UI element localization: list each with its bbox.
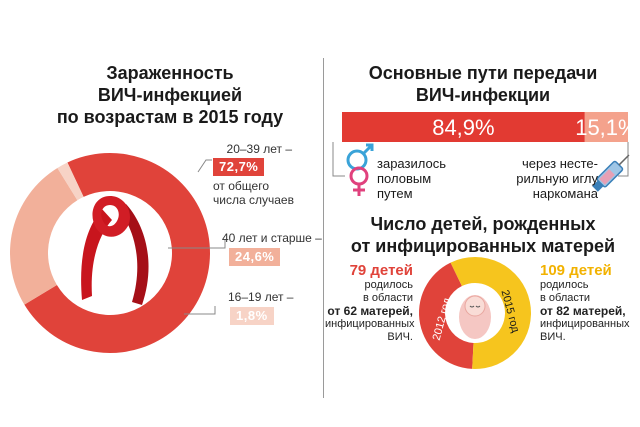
donut-slice-40-plus bbox=[10, 167, 78, 305]
info-line: родилось bbox=[364, 279, 413, 291]
value-badge: 72,7% bbox=[213, 158, 265, 176]
info-line: в области bbox=[362, 292, 413, 304]
transmission-title-line: Основные пути передачи bbox=[368, 63, 598, 83]
baby-icon bbox=[459, 295, 491, 339]
children-2012-info: 79 детей родилось в области от 62 матере… bbox=[325, 262, 415, 344]
donut-slice-16-19 bbox=[57, 162, 84, 201]
age-note-20-39: от общего числа случаев bbox=[213, 179, 294, 207]
desc-line: путем bbox=[377, 186, 413, 201]
age-donut bbox=[10, 153, 210, 353]
donut-slice-2015 bbox=[450, 257, 532, 370]
children-2015-count: 109 детей bbox=[540, 262, 612, 279]
children-2012-mothers: от 62 матерей, bbox=[327, 304, 413, 318]
children-donut bbox=[419, 257, 532, 370]
bracket-sexual bbox=[332, 142, 345, 177]
age-value-16-19: 1,8% bbox=[230, 307, 274, 325]
transmission-title: Основные пути передачи ВИЧ-инфекции bbox=[338, 62, 628, 106]
desc-line: половым bbox=[377, 171, 432, 186]
children-title: Число детей, рожденных от инфицированных… bbox=[338, 213, 628, 257]
info-line: ВИЧ. bbox=[387, 331, 413, 343]
info-line: инфицированных bbox=[325, 318, 415, 330]
value-badge: 24,6% bbox=[229, 248, 281, 266]
desc-line: наркомана bbox=[532, 186, 598, 201]
bar-sexual bbox=[342, 112, 585, 142]
children-2015-info: 109 детей родилось в области от 82 матер… bbox=[540, 262, 635, 344]
gender-symbols-icon bbox=[346, 143, 374, 196]
donut-slice-2012 bbox=[419, 262, 474, 369]
red-ribbon-icon bbox=[81, 196, 149, 305]
bracket-needle bbox=[618, 142, 629, 177]
note-line: числа случаев bbox=[213, 193, 294, 207]
leader-line-40-plus bbox=[168, 240, 226, 249]
age-value-40-plus: 24,6% bbox=[229, 248, 281, 266]
children-2015-mothers: от 82 матерей, bbox=[540, 304, 626, 318]
desc-line: рильную иглу bbox=[516, 171, 598, 186]
bar-sexual-value: 84,9% bbox=[432, 115, 494, 140]
value-badge: 1,8% bbox=[230, 307, 274, 325]
needle-desc: через несте- рильную иглу наркомана bbox=[498, 156, 598, 201]
desc-line: заразилось bbox=[377, 156, 446, 171]
bar-needle bbox=[584, 112, 628, 142]
info-line: ВИЧ. bbox=[540, 331, 566, 343]
children-2012-count: 79 детей bbox=[349, 262, 413, 279]
panel-divider bbox=[323, 58, 324, 398]
info-line: родилось bbox=[540, 279, 589, 291]
age-label-40-plus: 40 лет и старше – bbox=[222, 231, 322, 245]
note-line: от общего bbox=[213, 179, 269, 193]
syringe-icon bbox=[592, 154, 630, 192]
age-value-20-39: 72,7% bbox=[213, 158, 265, 176]
leader-line-20-39 bbox=[197, 159, 212, 173]
children-title-line: от инфицированных матерей bbox=[350, 236, 616, 256]
age-chart-title-line: ВИЧ-инфекцией bbox=[97, 85, 243, 105]
age-chart-title: Зараженность ВИЧ-инфекцией по возрастам … bbox=[40, 62, 300, 128]
transmission-title-line: ВИЧ-инфекции bbox=[415, 85, 551, 105]
info-line: в области bbox=[540, 292, 591, 304]
age-chart-title-line: по возрастам в 2015 году bbox=[56, 107, 284, 127]
sexual-desc: заразилось половым путем bbox=[377, 156, 446, 201]
age-label-16-19: 16–19 лет – bbox=[228, 290, 294, 304]
age-label-20-39: 20–39 лет – bbox=[226, 142, 292, 156]
desc-line: через несте- bbox=[521, 156, 598, 171]
info-line: инфицированных bbox=[540, 318, 630, 330]
leader-line-16-19 bbox=[184, 306, 216, 315]
donut-slice-20-39 bbox=[24, 153, 210, 353]
children-title-line: Число детей, рожденных bbox=[370, 214, 596, 234]
age-chart-title-line: Зараженность bbox=[106, 63, 234, 83]
bar-needle-value: 15,1% bbox=[575, 115, 637, 140]
